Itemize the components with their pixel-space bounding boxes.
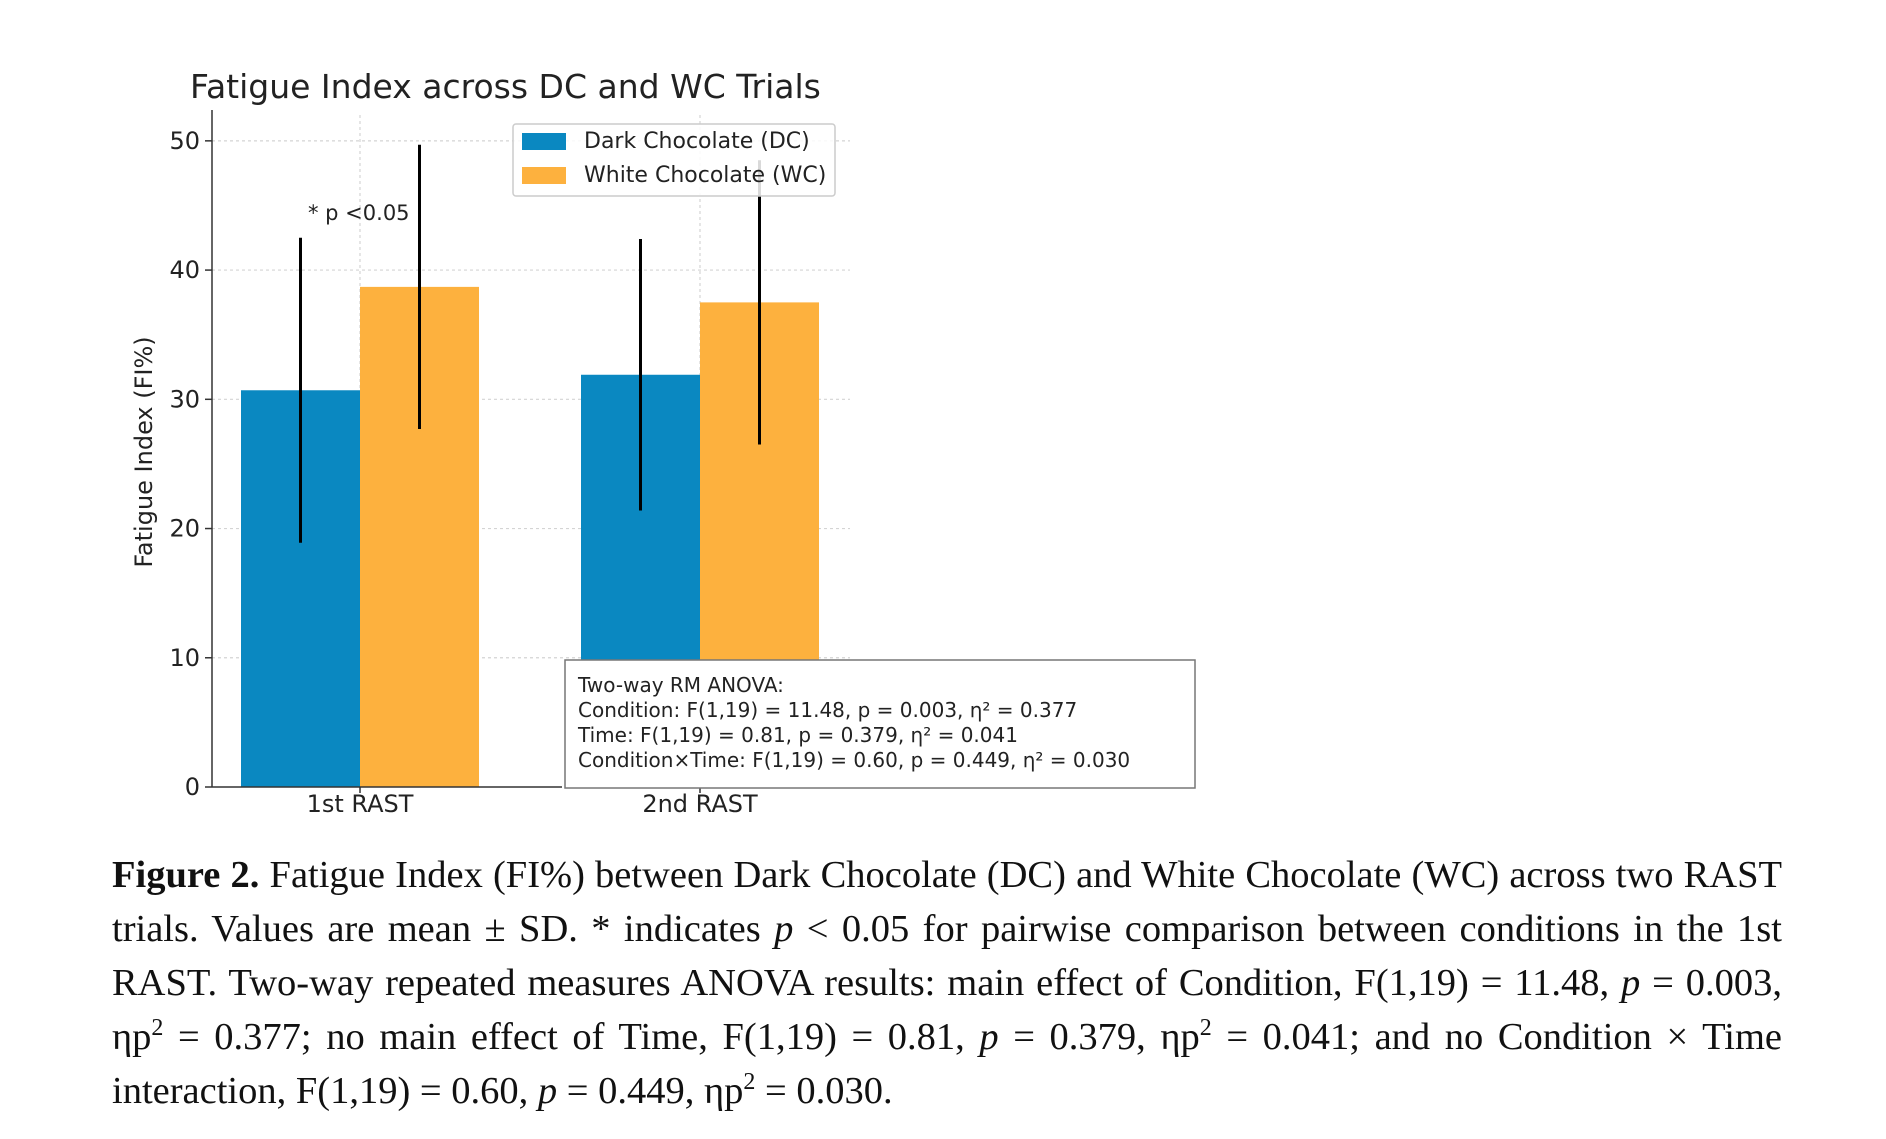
caption-sup-2: 2 — [1199, 1015, 1212, 1042]
caption-sup-3: 2 — [743, 1069, 756, 1096]
anova-stats-box: Two-way RM ANOVA: Condition: F(1,19) = 1… — [564, 659, 1196, 789]
legend-swatch-dc — [522, 133, 566, 150]
axes: 0 10 20 30 40 50 1st RAST 2nd RAST — [169, 110, 758, 818]
y-tick-label: 50 — [169, 127, 200, 155]
figure-caption: Figure 2. Fatigue Index (FI%) between Da… — [112, 848, 1782, 1118]
legend-swatch-wc — [522, 167, 566, 184]
y-tick-label: 40 — [169, 256, 200, 284]
caption-p-4: p — [537, 1070, 558, 1112]
caption-sup-1: 2 — [151, 1015, 164, 1042]
y-tick-label: 20 — [169, 515, 200, 543]
x-tick-label: 1st RAST — [307, 790, 414, 818]
y-tick-label: 0 — [185, 773, 200, 801]
y-tick-label: 10 — [169, 644, 200, 672]
significance-annotation: * p <0.05 — [308, 201, 410, 225]
caption-text-8: = 0.030. — [755, 1070, 893, 1112]
caption-text-6: = 0.041; and no Condition × Time interac… — [112, 1016, 1782, 1112]
caption-text-4: = 0.377; no main effect of Time, F(1,19)… — [163, 1016, 980, 1058]
stats-line-3: Time: F(1,19) = 0.81, p = 0.379, η² = 0.… — [577, 723, 1018, 747]
y-axis-label: Fatigue Index (FI%) — [130, 336, 158, 567]
caption-p-3: p — [979, 1016, 999, 1058]
error-bars — [299, 144, 761, 543]
caption-text-7: = 0.449, ηp — [557, 1070, 744, 1112]
caption-text-3: = 0.003, ηp — [112, 962, 1782, 1058]
caption-text-1: Fatigue Index (FI%) between Dark Chocola… — [112, 854, 1783, 950]
legend-label-wc: White Chocolate (WC) — [584, 163, 826, 188]
legend: Dark Chocolate (DC) White Chocolate (WC) — [512, 123, 836, 197]
y-tick-label: 30 — [169, 385, 200, 413]
legend-label-dc: Dark Chocolate (DC) — [584, 129, 810, 154]
caption-label: Figure 2. — [112, 854, 260, 896]
stats-box-frame — [564, 659, 1196, 789]
stats-line-4: Condition×Time: F(1,19) = 0.60, p = 0.44… — [578, 748, 1130, 772]
x-tick-label: 2nd RAST — [642, 790, 758, 818]
stats-line-2: Condition: F(1,19) = 11.48, p = 0.003, η… — [578, 698, 1077, 722]
caption-p-1: p — [774, 908, 794, 950]
fatigue-index-chart: 0 10 20 30 40 50 1st RAST 2nd RAST Fatigue Inde… — [130, 67, 1196, 818]
caption-text-2: < 0.05 for pairwise comparison between c… — [112, 908, 1782, 1004]
caption-text-5: = 0.379, ηp — [998, 1016, 1200, 1058]
stats-line-1: Two-way RM ANOVA: — [577, 673, 784, 697]
caption-p-2: p — [1621, 962, 1641, 1004]
legend-box — [512, 123, 836, 197]
chart-title: Fatigue Index across DC and WC Trials — [190, 67, 821, 106]
